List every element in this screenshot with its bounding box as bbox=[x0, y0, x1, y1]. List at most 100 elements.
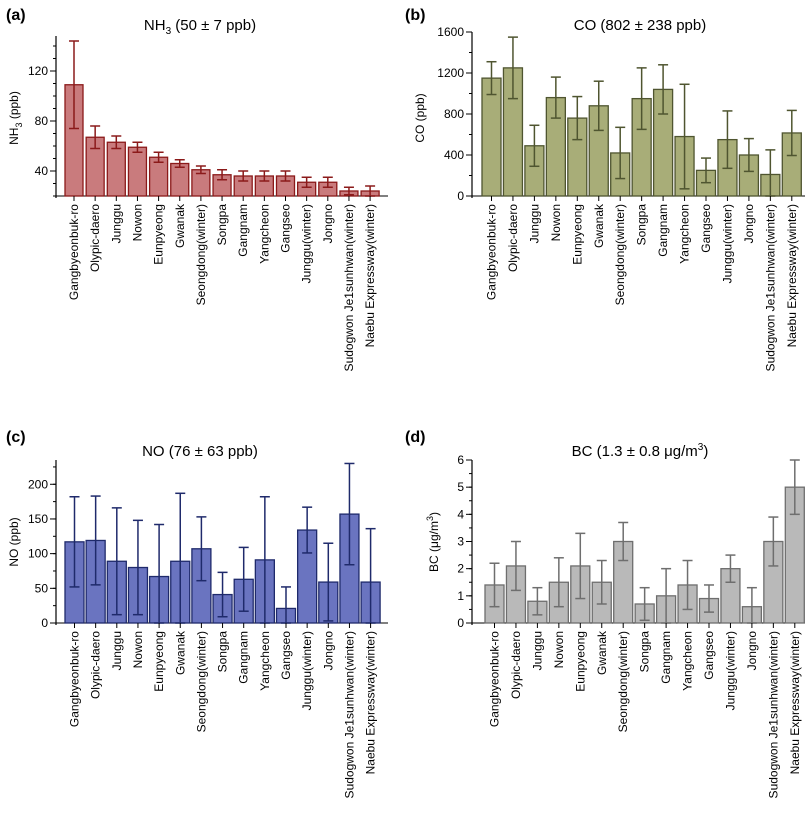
bar bbox=[481, 77, 502, 197]
y-tick-label: 150 bbox=[28, 512, 48, 526]
y-tick-label: 120 bbox=[28, 64, 48, 78]
category-label: Naebu Expressway(winter) bbox=[788, 631, 802, 774]
category-label: Yangcheon bbox=[678, 204, 692, 264]
category-label: Seongdong(winter) bbox=[616, 631, 630, 732]
y-tick-label: 6 bbox=[457, 453, 464, 467]
category-label: Nowon bbox=[552, 631, 566, 668]
y-tick-label: 50 bbox=[35, 581, 49, 595]
y-axis-label: NO (ppb) bbox=[7, 517, 21, 566]
y-tick-label: 400 bbox=[444, 148, 464, 162]
y-tick-label: 800 bbox=[444, 107, 464, 121]
category-label: Sudogwon Je1sunhwan(winter) bbox=[763, 204, 777, 371]
category-label: Junggu bbox=[530, 631, 544, 670]
y-axis-label: CO (ppb) bbox=[413, 93, 427, 142]
y-tick-label: 0 bbox=[457, 189, 464, 203]
category-label: Gwanak bbox=[173, 630, 187, 675]
bar bbox=[127, 146, 148, 197]
panel-label: (c) bbox=[6, 429, 26, 446]
category-label: Gangseo bbox=[702, 631, 716, 680]
category-label: Nowon bbox=[549, 204, 563, 241]
panel-label: (d) bbox=[405, 429, 425, 446]
category-label: Jongno bbox=[321, 204, 335, 244]
category-label: Junggu(winter) bbox=[300, 631, 314, 710]
y-tick-label: 0 bbox=[457, 616, 464, 630]
y-tick-label: 200 bbox=[28, 477, 48, 491]
category-label: Junggu bbox=[527, 204, 541, 243]
bar bbox=[106, 141, 126, 197]
category-label: Songpa bbox=[638, 631, 652, 673]
chart-title: CO (802 ± 238 ppb) bbox=[574, 17, 706, 34]
category-label: Jongno bbox=[321, 631, 335, 671]
y-axis-label: BC (μg/m3) bbox=[425, 512, 441, 572]
y-tick-label: 5 bbox=[457, 480, 464, 494]
category-label: Junggu bbox=[109, 204, 123, 243]
category-label: Sudogwon Je1sunhwan(winter) bbox=[342, 204, 356, 371]
bar bbox=[170, 162, 190, 197]
y-tick-label: 1 bbox=[457, 589, 464, 603]
category-label: Seongdong(winter) bbox=[194, 204, 208, 305]
chart-title: NO (76 ± 63 ppb) bbox=[142, 443, 258, 460]
category-label: Eunpyeong bbox=[152, 204, 166, 265]
panel-label: (b) bbox=[405, 7, 425, 24]
y-tick-label: 1200 bbox=[437, 66, 464, 80]
category-label: Gwanak bbox=[592, 203, 606, 248]
category-label: Olypic-daero bbox=[509, 631, 523, 699]
y-tick-label: 100 bbox=[28, 547, 48, 561]
category-label: Gangbyeonbuk-ro bbox=[485, 204, 499, 300]
y-tick-label: 80 bbox=[35, 114, 49, 128]
category-label: Gangseo bbox=[699, 204, 713, 253]
category-label: Seongdong(winter) bbox=[613, 204, 627, 305]
category-label: Gangseo bbox=[279, 631, 293, 680]
category-label: Junggu(winter) bbox=[720, 204, 734, 283]
y-tick-label: 3 bbox=[457, 535, 464, 549]
category-label: Seongdong(winter) bbox=[194, 631, 208, 732]
category-label: Gwanak bbox=[173, 203, 187, 248]
category-label: Olypic-daero bbox=[88, 204, 102, 272]
category-label: Nowon bbox=[130, 204, 144, 241]
category-label: Yangcheon bbox=[257, 204, 271, 264]
category-label: Naebu Expressway(winter) bbox=[785, 204, 799, 347]
category-label: Eunpyeong bbox=[152, 631, 166, 692]
category-label: Gwanak bbox=[595, 630, 609, 675]
category-label: Sudogwon Je1sunhwan(winter) bbox=[766, 631, 780, 798]
category-label: Naebu Expressway(winter) bbox=[363, 204, 377, 347]
bar bbox=[148, 156, 169, 197]
category-label: Gangseo bbox=[279, 204, 293, 253]
y-tick-label: 40 bbox=[35, 164, 49, 178]
category-label: Junggu(winter) bbox=[723, 631, 737, 710]
category-label: Gangnam bbox=[656, 204, 670, 257]
category-label: Songpa bbox=[635, 204, 649, 246]
category-label: Olypic-daero bbox=[89, 631, 103, 699]
category-label: Nowon bbox=[131, 631, 145, 668]
y-axis-label: NH3 (ppb) bbox=[7, 91, 24, 145]
category-label: Songpa bbox=[215, 204, 229, 246]
y-tick-label: 0 bbox=[41, 616, 48, 630]
category-label: Sudogwon Je1sunhwan(winter) bbox=[342, 631, 356, 798]
y-tick-label: 1600 bbox=[437, 25, 464, 39]
chart-panel-d: (d) BC (1.3 ± 0.8 μg/m3) BC (μg/m3) 0 1 2 3 4 5 6… bbox=[405, 429, 805, 798]
y-tick-label: 4 bbox=[457, 507, 464, 521]
category-label: Gangnam bbox=[237, 631, 251, 684]
category-label: Junggu(winter) bbox=[300, 204, 314, 283]
category-label: Yangcheon bbox=[258, 631, 272, 691]
category-label: Songpa bbox=[216, 631, 230, 673]
chart-panel-a: (a) NH3 (50 ± 7 ppb) NH3 (ppb) 40 80 120 Gangb… bbox=[6, 7, 388, 371]
chart-panel-c: (c) NO (76 ± 63 ppb) NO (ppb) 0 50 100 150 200 G… bbox=[6, 429, 388, 798]
chart-title: BC (1.3 ± 0.8 μg/m3) bbox=[572, 442, 709, 460]
chart-title: NH3 (50 ± 7 ppb) bbox=[144, 17, 256, 37]
category-label: Olypic-daero bbox=[506, 204, 520, 272]
category-label: Yangcheon bbox=[681, 631, 695, 691]
category-label: Gangbyeonbuk-ro bbox=[67, 204, 81, 300]
category-label: Gangnam bbox=[659, 631, 673, 684]
y-tick-label: 2 bbox=[457, 562, 464, 576]
category-label: Gangnam bbox=[236, 204, 250, 257]
category-label: Jongno bbox=[742, 204, 756, 244]
category-label: Jongno bbox=[745, 631, 759, 671]
category-label: Naebu Expressway(winter) bbox=[364, 631, 378, 774]
category-label: Gangbyeonbuk-ro bbox=[488, 631, 502, 727]
category-label: Eunpyeong bbox=[570, 204, 584, 265]
category-label: Junggu bbox=[110, 631, 124, 670]
category-label: Eunpyeong bbox=[573, 631, 587, 692]
chart-panel-b: (b) CO (802 ± 238 ppb) CO (ppb) 0 400 800 1200… bbox=[405, 7, 805, 371]
